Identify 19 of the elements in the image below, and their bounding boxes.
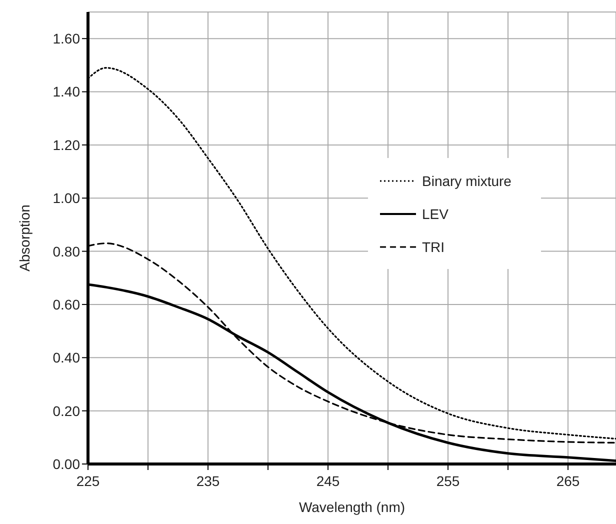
y-tick-label: 1.20	[52, 136, 80, 153]
y-tick-label: 0.00	[52, 456, 80, 472]
x-axis-title: Wavelength (nm)	[298, 499, 406, 515]
y-tick-label: 0.40	[52, 350, 80, 366]
x-tick-label: 225	[76, 472, 100, 489]
x-tick-label: 235	[196, 472, 220, 489]
y-tick-label: 1.60	[52, 30, 80, 47]
y-axis-title: Absorption	[16, 204, 33, 272]
y-tick-label: 0.80	[52, 243, 80, 260]
legend-label: Binary mixture	[422, 172, 512, 188]
legend-label: LEV	[422, 206, 448, 222]
legend-label: TRI	[422, 238, 445, 254]
y-tick-label: 0.20	[52, 402, 80, 419]
x-tick-label: 245	[316, 472, 340, 489]
y-tick-label: 0.60	[52, 296, 80, 312]
x-tick-label: 265	[556, 472, 580, 489]
y-tick-label: 1.00	[52, 190, 80, 206]
x-tick-label: 255	[436, 472, 460, 489]
y-tick-label: 1.40	[52, 84, 80, 100]
